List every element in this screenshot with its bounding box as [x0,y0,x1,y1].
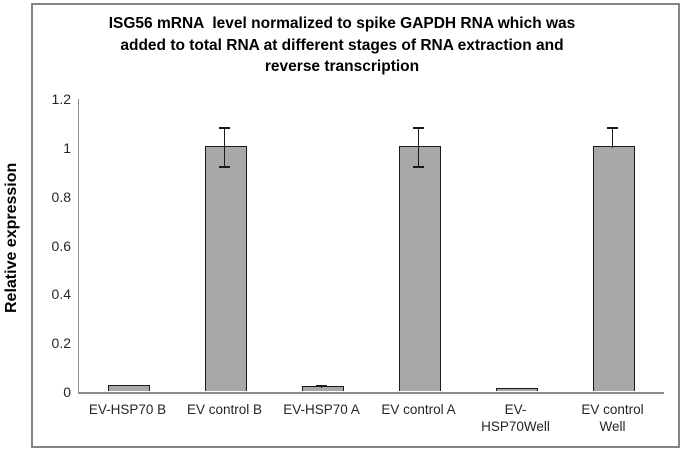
y-tick-label: 0.6 [51,237,71,254]
y-tick-label: 0.2 [51,335,71,352]
x-tick-label: EV control Well [581,402,644,434]
x-tick-label: EV-HSP70Well [481,402,550,434]
x-tick-label: EV control B [186,402,263,417]
y-tick-label: 1 [63,139,71,156]
y-tick-label: 0.8 [51,188,71,205]
error-bar-cap-bottom [413,166,424,169]
bar [592,146,635,392]
chart-title-line-2: added to total RNA at different stages o… [120,36,564,54]
chart-title: ISG56 mRNA level normalized to spike GAP… [82,13,602,78]
y-axis-line [77,99,79,392]
error-bar-cap-top [316,385,327,388]
bar [398,146,441,392]
x-axis-line [77,392,664,394]
bar [204,146,247,392]
chart-title-line-1: ISG56 mRNA level normalized to spike GAP… [108,15,576,32]
bar [495,388,538,392]
x-tick-label: EV-HSP70 B [88,402,167,417]
error-bar-cap-top [219,127,230,130]
y-tick-label: 1.2 [51,91,71,107]
chart-title-line-3: reverse transcription [264,58,420,75]
error-bar-cap-top [607,127,618,130]
x-tick-label: EV-HSP70 A [283,402,360,417]
y-tick-label: 0 [63,384,71,400]
error-bar-line [223,128,226,168]
error-bar-cap-bottom [219,166,230,169]
error-bar-cap-top [413,127,424,130]
x-tick-label: EV control A [381,402,456,417]
error-bar-line [611,128,614,148]
bar [107,385,150,392]
y-tick-label: 0.4 [51,286,71,303]
error-bar-line [417,128,420,168]
chart-frame [31,3,680,448]
